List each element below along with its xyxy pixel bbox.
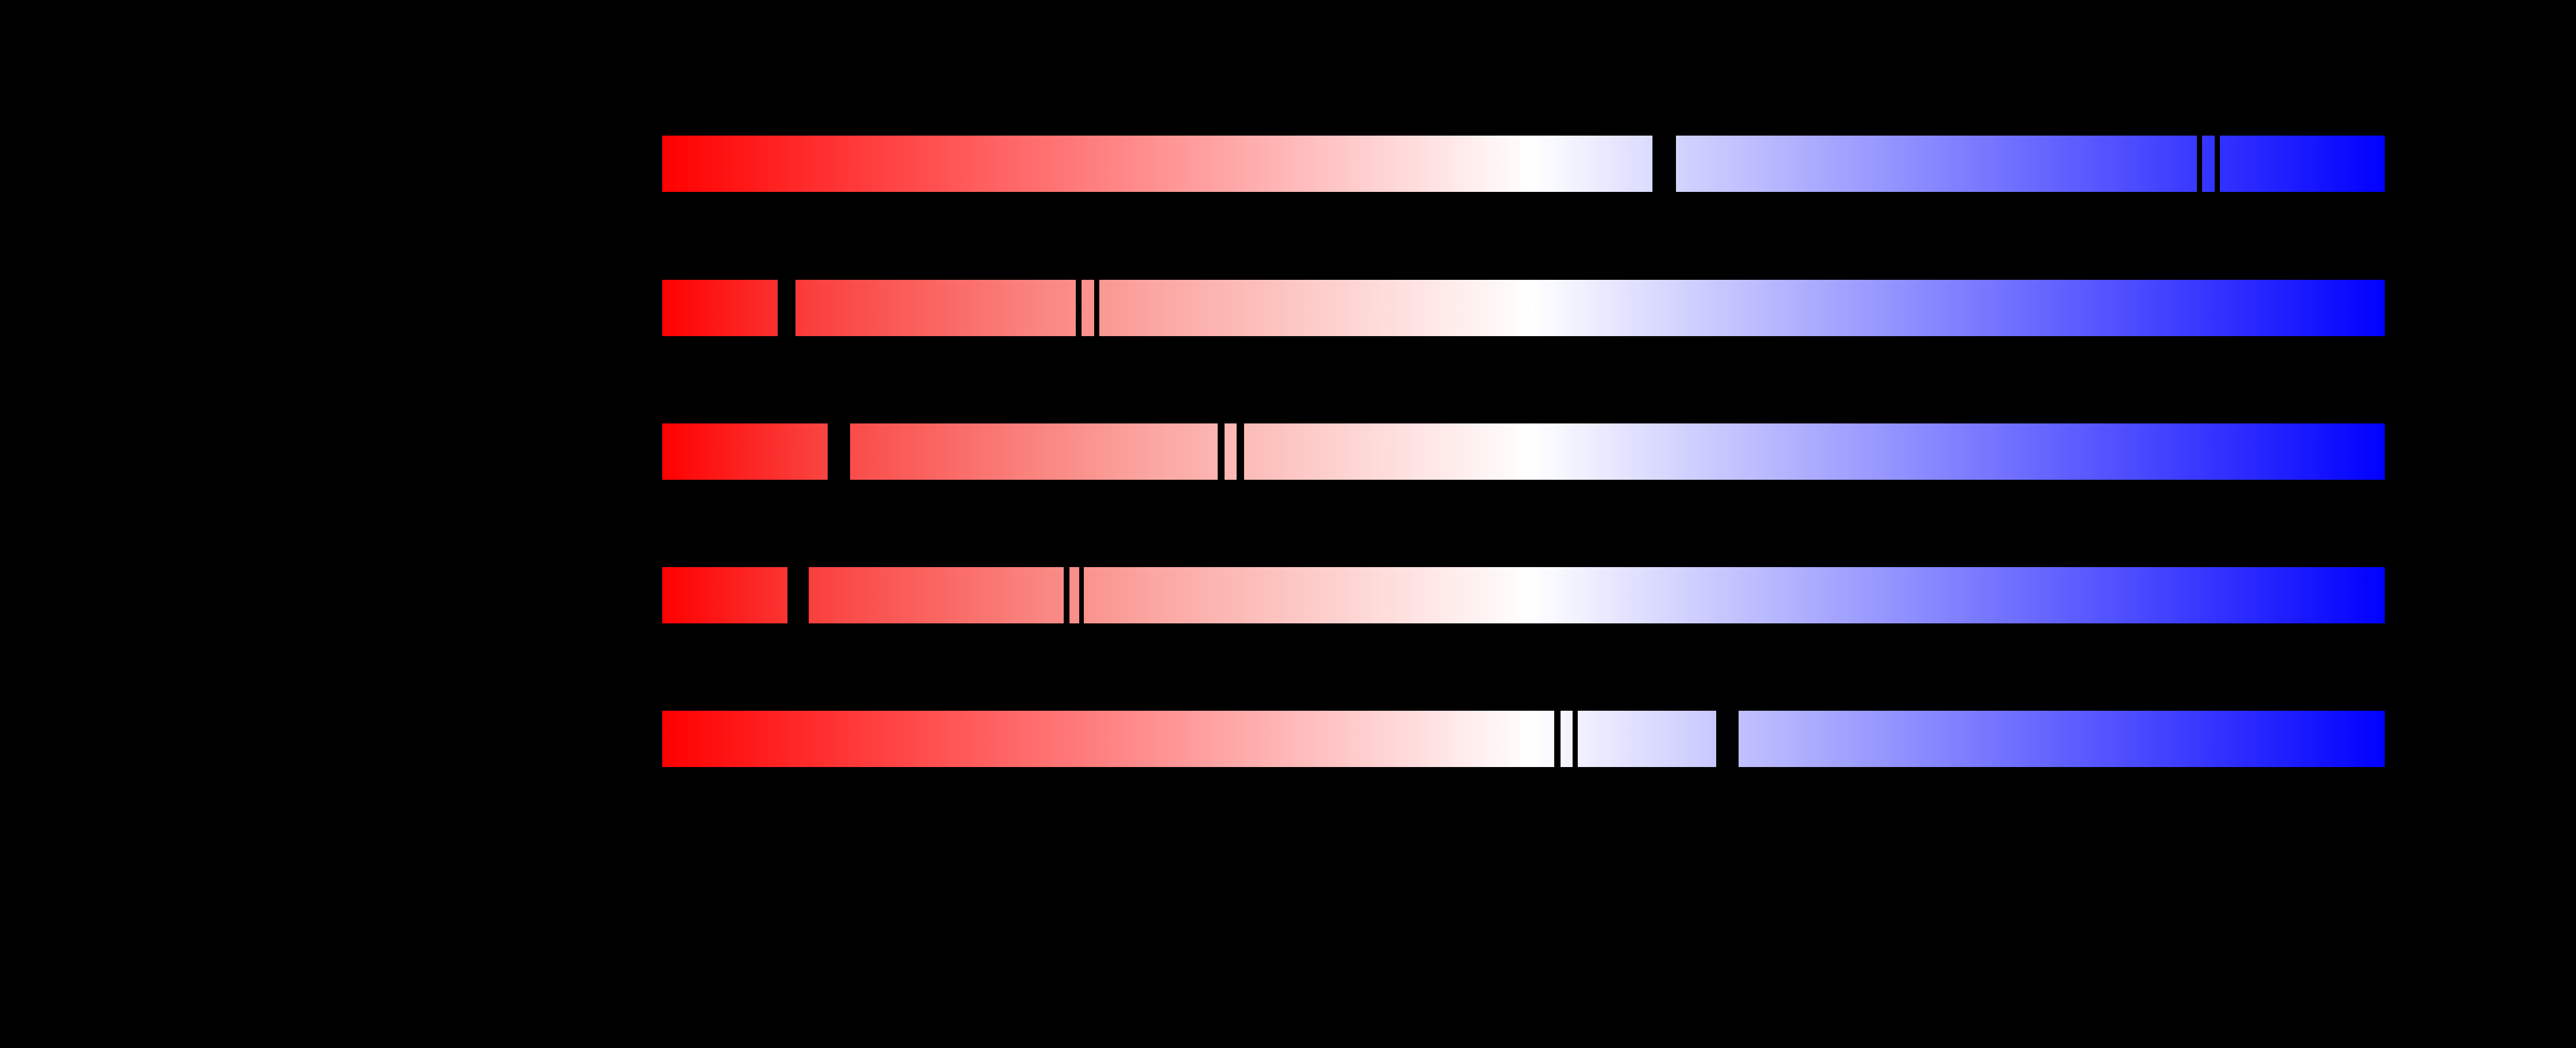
bar-break bbox=[1094, 279, 1100, 337]
bar-break bbox=[1572, 710, 1578, 768]
gradient-bar-row-3 bbox=[662, 422, 2385, 481]
bar-break bbox=[2197, 134, 2203, 193]
bar-break bbox=[1076, 279, 1082, 337]
bar-break bbox=[1079, 566, 1084, 625]
gradient-bar-row-2 bbox=[662, 279, 2385, 337]
bar-break bbox=[827, 422, 850, 481]
bar-break bbox=[1716, 710, 1739, 768]
gradient-bar-row-1 bbox=[662, 134, 2385, 193]
bar-break bbox=[1554, 710, 1561, 768]
bar-break bbox=[777, 279, 796, 337]
bar-break bbox=[1217, 422, 1225, 481]
bar-break bbox=[2214, 134, 2220, 193]
bar-break bbox=[787, 566, 809, 625]
bar-break bbox=[1652, 134, 1676, 193]
bar-break bbox=[1236, 422, 1245, 481]
gradient-bar-row-5 bbox=[662, 710, 2385, 768]
bar-break bbox=[1064, 566, 1069, 625]
gradient-bar-row-4 bbox=[662, 566, 2385, 625]
